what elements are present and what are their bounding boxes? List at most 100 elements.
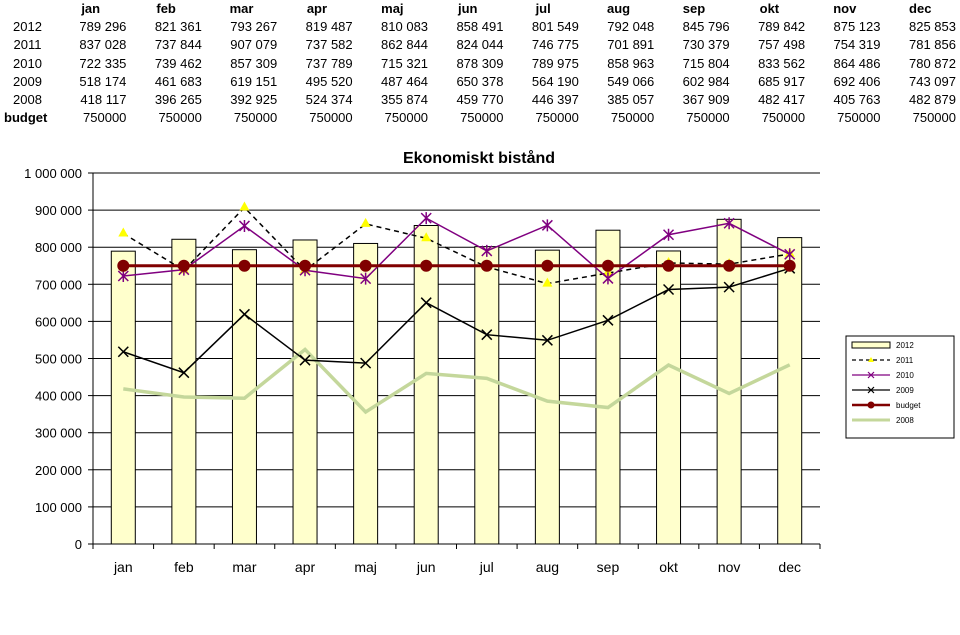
point-2010-nov xyxy=(723,217,735,230)
table-cell: 701 891 xyxy=(607,37,655,53)
point-2009-nov xyxy=(723,281,735,293)
table-cell: 482 879 xyxy=(909,92,956,108)
gridlines xyxy=(93,172,820,508)
point-budget-maj xyxy=(359,259,372,272)
y-tick-label: 900 000 xyxy=(35,203,82,218)
table-cell: 730 379 xyxy=(682,37,730,53)
point-budget-nov xyxy=(723,259,736,272)
table-cell: 750000 xyxy=(83,110,127,126)
legend-marker-2011 xyxy=(868,357,874,362)
table-cell: 862 844 xyxy=(381,37,429,53)
table-cell: 549 066 xyxy=(607,73,655,89)
y-tick-label: 700 000 xyxy=(35,277,82,292)
table-cell: 801 549 xyxy=(531,19,579,35)
point-2009-apr xyxy=(299,354,311,366)
table-header-maj: maj xyxy=(381,1,404,17)
table-cell: 405 763 xyxy=(833,92,881,108)
table-cell: 833 562 xyxy=(758,55,806,71)
table-cell: 715 804 xyxy=(682,55,730,71)
line-2010 xyxy=(123,217,791,280)
x-tick-label: nov xyxy=(718,559,741,575)
table-cell: 487 464 xyxy=(381,73,429,89)
y-tick-label: 100 000 xyxy=(35,500,82,515)
point-2009-okt xyxy=(663,283,675,296)
x-tick-label: jun xyxy=(416,559,436,575)
point-2011-aug xyxy=(542,277,553,287)
y-tick-label: 500 000 xyxy=(35,352,82,367)
x-tick-label: aug xyxy=(536,559,559,575)
table-cell: 754 319 xyxy=(833,37,881,53)
legend-marker-2009 xyxy=(867,386,875,394)
bar-maj xyxy=(353,242,379,545)
table-cell: 495 520 xyxy=(305,73,353,89)
point-2009-sep xyxy=(602,314,614,326)
table-cell: 750000 xyxy=(233,110,278,126)
table-cell: 789 296 xyxy=(79,19,127,35)
point-2010-mar xyxy=(238,219,250,232)
y-tick-label: 300 000 xyxy=(35,426,82,441)
table-cell: 825 853 xyxy=(909,19,956,35)
table-row-label: 2008 xyxy=(13,92,42,108)
table-header-sep: sep xyxy=(682,1,706,17)
y-axis: 0 100 000 200 000 300 000 400 000 500 000 600 … xyxy=(24,166,94,552)
point-2010-jul xyxy=(481,244,493,257)
table-cell: 692 406 xyxy=(833,73,881,89)
legend-marker-budget xyxy=(867,401,875,409)
data-table: jan feb mar apr maj jun jul aug sep okt nov dec 201… xyxy=(0,0,960,127)
table-body: 2012 789 296 821 361 793 267 819 487 810 083 8… xyxy=(0,18,960,127)
point-2009-maj xyxy=(360,357,372,369)
y-tick-label: 1 000 000 xyxy=(24,166,82,181)
table-cell: 857 309 xyxy=(230,55,278,71)
table-row: budget 750000 750000 750000 750000 750000 7500… xyxy=(0,109,960,127)
bar-feb xyxy=(171,238,197,545)
table-cell: 743 097 xyxy=(909,73,956,89)
series-2008 xyxy=(123,347,791,415)
point-budget-apr xyxy=(299,259,312,272)
table-row: 2010 722 335 739 462 857 309 737 789 715 321 8… xyxy=(0,55,960,73)
table-cell: 864 486 xyxy=(833,55,881,71)
table-row-label: budget xyxy=(4,110,48,126)
legend: 2012 2011 2010 2009 budget 2008 xyxy=(845,335,955,439)
series-2010 xyxy=(117,212,796,285)
legend-swatch-2012 xyxy=(851,341,891,349)
legend-marker-2010 xyxy=(867,371,875,379)
table-cell: 750000 xyxy=(686,110,730,126)
table-cell: 789 842 xyxy=(758,19,806,35)
point-2009-jun xyxy=(420,297,432,309)
table-cell: 875 123 xyxy=(833,19,881,35)
table-cell: 739 462 xyxy=(154,55,202,71)
table-cell: 750000 xyxy=(384,110,429,126)
x-tick-label: okt xyxy=(659,559,678,575)
point-budget-jan xyxy=(117,259,130,272)
y-tick-label: 0 xyxy=(75,537,82,552)
line-2011 xyxy=(122,206,790,285)
bar-dec xyxy=(777,237,803,545)
x-tick-label: mar xyxy=(232,559,256,575)
table-header-feb: feb xyxy=(156,1,176,17)
point-budget-dec xyxy=(783,259,796,272)
bar-okt xyxy=(656,250,682,545)
bar-jul xyxy=(474,246,500,545)
x-tick-label: sep xyxy=(597,559,620,575)
point-budget-jun xyxy=(420,259,433,272)
point-2011-maj xyxy=(360,217,371,227)
table-cell: 750000 xyxy=(610,110,655,126)
table-cell: 750000 xyxy=(460,110,504,126)
table-cell: 810 083 xyxy=(381,19,429,35)
table-cell: 385 057 xyxy=(607,92,655,108)
point-2010-aug xyxy=(541,219,553,232)
table-cell: 750000 xyxy=(535,110,579,126)
table-cell: 459 770 xyxy=(456,92,504,108)
table-corner xyxy=(0,0,55,18)
table-cell: 650 378 xyxy=(456,73,504,89)
table-row-label: 2009 xyxy=(13,73,42,89)
point-2010-jan xyxy=(117,270,129,283)
table-cell: 793 267 xyxy=(230,19,278,35)
table-cell: 750000 xyxy=(309,110,353,126)
bar-jun xyxy=(413,224,439,545)
table-cell: 564 190 xyxy=(531,73,579,89)
series-budget xyxy=(117,259,796,272)
legend-label-budget: budget xyxy=(896,401,921,410)
table-cell: 367 909 xyxy=(682,92,730,108)
